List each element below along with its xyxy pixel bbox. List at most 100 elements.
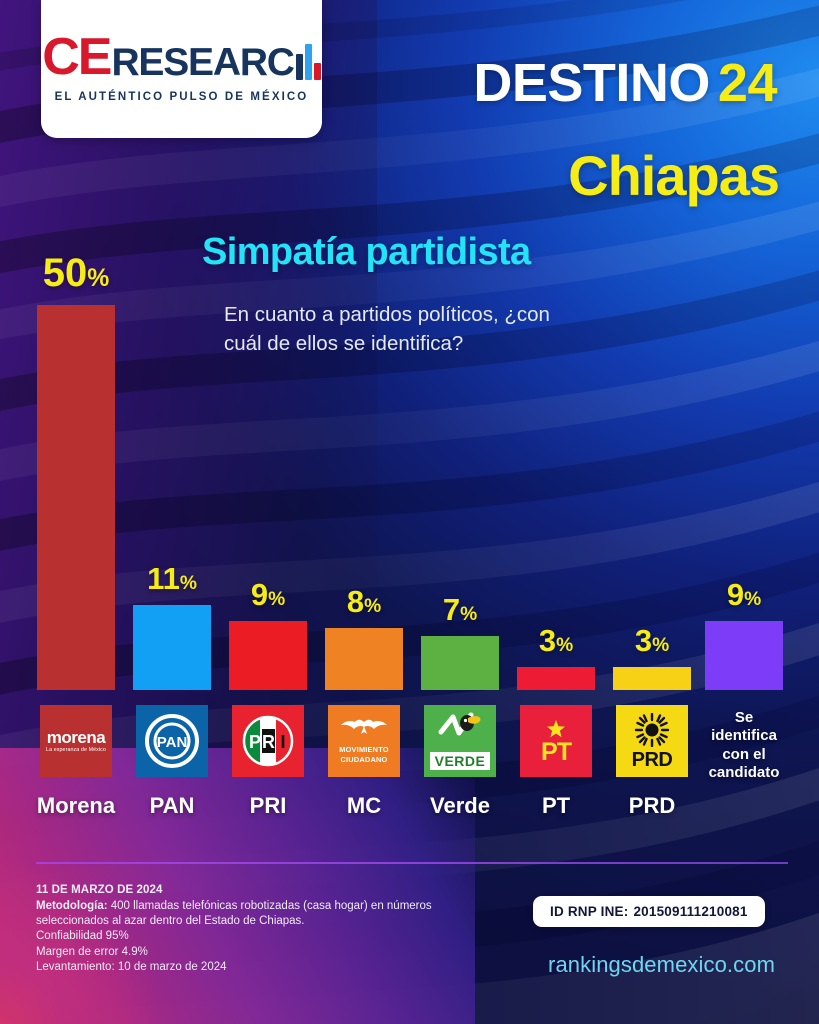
- brand-logo-research: RESEARC: [111, 41, 294, 85]
- morena-logo-name: morena: [46, 727, 106, 747]
- mc-logo-line1: MOVIMIENTO: [339, 744, 389, 754]
- party-name-label: PRD: [628, 793, 676, 818]
- methodology-text: Metodología: 400 llamadas telefónicas ro…: [36, 899, 506, 929]
- reliability-text: Confiabilidad 95%: [36, 930, 129, 943]
- website-url[interactable]: rankingsdemexico.com: [548, 952, 775, 977]
- verde-logo-name: VERDE: [429, 752, 491, 770]
- bar-value-label: 8%: [347, 586, 381, 617]
- bar-rect[interactable]: [229, 621, 307, 690]
- bar-rect[interactable]: [133, 605, 211, 690]
- bar-value-label: 11%: [147, 563, 197, 594]
- bar-value-number: 7: [442, 592, 461, 627]
- candidate-label-line: con el: [722, 745, 766, 763]
- publish-date: 11 DE MARZO DE 2024: [36, 884, 163, 896]
- destino-word: DESTINO: [473, 53, 710, 113]
- percent-sign: %: [87, 265, 110, 292]
- percent-sign: %: [364, 596, 382, 617]
- candidate-label-line: candidato: [708, 763, 780, 781]
- party-name-label: Morena: [36, 793, 116, 818]
- destino-title: DESTINO 24: [473, 56, 777, 110]
- mc-logo-text: MOVIMIENTO CIUDADANO: [339, 718, 389, 764]
- background-bottom-magenta-glow: [0, 860, 213, 1024]
- party-name-label: PT: [541, 793, 571, 818]
- prd-logo-name: PRD: [631, 748, 673, 771]
- bar-value-number: 9: [726, 577, 745, 612]
- brand-logo-wordmark: CE RESEARC: [42, 28, 321, 87]
- bar-column[interactable]: 8% MOVIMIENTO CIUDADANO MC: [325, 0, 403, 1024]
- bar-column[interactable]: 11% PAN PAN: [133, 0, 211, 1024]
- bar-rect[interactable]: [37, 305, 115, 690]
- bar-value-label: 3%: [539, 625, 573, 656]
- percent-sign: %: [268, 589, 286, 610]
- state-title: Chiapas: [568, 144, 780, 207]
- methodology-body: 400 llamadas telefónicas robotizadas (ca…: [36, 900, 432, 928]
- prd-logo-text: PRD: [631, 713, 673, 771]
- bar-value-number: 3: [538, 623, 557, 658]
- pt-logo-text: PT: [541, 719, 572, 764]
- bar-column[interactable]: 50% morena La esperanza de México Morena: [37, 0, 115, 1024]
- footer-divider: [36, 862, 788, 864]
- percent-sign: %: [179, 573, 197, 594]
- bar-column[interactable]: 7% VERDE Verde: [421, 0, 499, 1024]
- bar-value-number: 3: [634, 623, 653, 658]
- candidate-label-line: identifica: [711, 727, 777, 745]
- bar-value-label: 50%: [43, 253, 110, 293]
- footer-methodology: 11 DE MARZO DE 2024 Metodología: 400 lla…: [36, 884, 506, 975]
- candidate-column-label: Se identifica con el candidato: [709, 709, 780, 782]
- verde-logo: VERDE: [424, 705, 496, 777]
- bar-value-label: 9%: [251, 579, 285, 610]
- percent-sign: %: [744, 589, 762, 610]
- verde-logo-text: VERDE: [424, 711, 496, 771]
- percent-sign: %: [460, 604, 478, 625]
- percent-sign: %: [652, 635, 670, 656]
- pt-logo: PT: [520, 705, 592, 777]
- bar-value-number: 11: [147, 561, 180, 596]
- movimiento-ciudadano-logo: MOVIMIENTO CIUDADANO: [328, 705, 400, 777]
- svg-text:PAN: PAN: [157, 734, 188, 751]
- svg-text:I: I: [280, 732, 285, 752]
- svg-text:R: R: [262, 732, 275, 752]
- id-rnp-ine-value: 201509111210081: [633, 904, 748, 919]
- bar-rect[interactable]: [705, 621, 783, 690]
- bar-column[interactable]: 3% PT PT: [517, 0, 595, 1024]
- party-name-label: PAN: [149, 793, 195, 818]
- bar-column[interactable]: 9% P R I PRI: [229, 0, 307, 1024]
- pan-logo: PAN: [136, 705, 208, 777]
- bar-value-number: 50: [42, 251, 88, 295]
- id-rnp-ine-badge: ID RNP INE: 201509111210081: [533, 896, 765, 927]
- bar-rect[interactable]: [613, 667, 691, 690]
- section-title: Simpatía partidista: [202, 231, 531, 273]
- margin-of-error-text: Margen de error 4.9%: [36, 945, 148, 958]
- bar-rect[interactable]: [325, 628, 403, 690]
- candidate-label-line: Se: [734, 709, 754, 726]
- percent-sign: %: [556, 635, 574, 656]
- party-name-label: MC: [346, 793, 382, 818]
- prd-logo: PRD: [616, 705, 688, 777]
- brand-logo-card: CE RESEARC EL AUTÉNTICO PULSO DE MÉXICO: [41, 0, 322, 138]
- bar-value-label: 3%: [635, 625, 669, 656]
- morena-logo: morena La esperanza de México: [40, 705, 112, 777]
- morena-logo-slogan: La esperanza de México: [46, 747, 106, 754]
- brand-tagline: EL AUTÉNTICO PULSO DE MÉXICO: [54, 90, 309, 103]
- bar-rect[interactable]: [421, 636, 499, 690]
- bar-rect[interactable]: [517, 667, 595, 690]
- id-rnp-ine-label: ID RNP INE:: [550, 904, 629, 919]
- bar-column[interactable]: 9% Se identifica con el candidato: [705, 0, 783, 1024]
- svg-text:P: P: [249, 732, 261, 752]
- methodology-label: Metodología:: [36, 900, 108, 912]
- bar-value-label: 9%: [727, 579, 761, 610]
- morena-logo-text: morena La esperanza de México: [46, 729, 106, 754]
- party-name-label: Verde: [430, 793, 490, 818]
- brand-logo-ce: CE: [42, 28, 112, 87]
- bar-chart-icon: [295, 43, 321, 80]
- bar-value-label: 7%: [443, 594, 477, 625]
- party-name-label: PRI: [249, 793, 287, 818]
- bar-value-number: 9: [250, 577, 269, 612]
- bar-value-number: 8: [346, 584, 365, 619]
- bar-column[interactable]: 3% PRD PRD: [613, 0, 691, 1024]
- mc-logo-line2: CIUDADANO: [340, 755, 388, 765]
